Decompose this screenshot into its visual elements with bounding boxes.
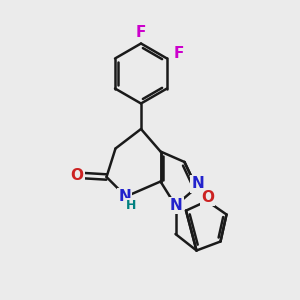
- Text: F: F: [173, 46, 184, 61]
- Text: H: H: [126, 199, 136, 212]
- Text: N: N: [118, 189, 131, 204]
- Text: N: N: [192, 176, 204, 191]
- Text: N: N: [170, 198, 182, 213]
- Text: O: O: [201, 190, 214, 205]
- Text: O: O: [70, 168, 84, 183]
- Text: F: F: [136, 25, 146, 40]
